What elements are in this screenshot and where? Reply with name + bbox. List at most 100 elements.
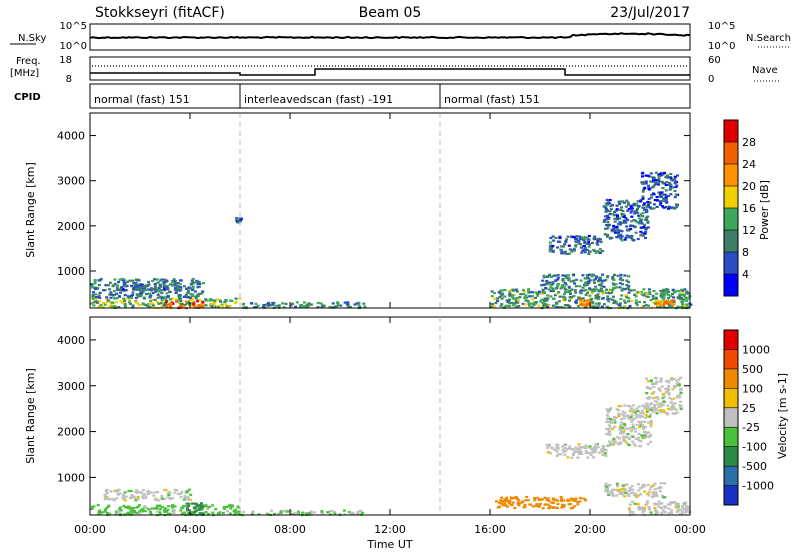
data-cell xyxy=(614,231,618,234)
data-cell xyxy=(588,294,592,297)
data-cell xyxy=(505,499,509,502)
data-cell xyxy=(134,499,138,502)
data-cell xyxy=(572,452,576,455)
data-cell xyxy=(232,510,236,513)
data-cell xyxy=(534,302,538,305)
data-cell xyxy=(154,507,158,510)
data-cell xyxy=(622,487,626,490)
data-cell xyxy=(671,412,675,415)
data-cell xyxy=(567,279,571,282)
data-cell xyxy=(620,289,624,292)
data-cell xyxy=(141,497,145,500)
data-cell xyxy=(187,497,190,500)
data-cell xyxy=(143,505,147,509)
data-cell xyxy=(591,305,595,308)
data-cell xyxy=(190,279,194,282)
data-cell xyxy=(309,510,313,513)
data-cell xyxy=(155,278,159,281)
data-cell xyxy=(108,281,112,284)
data-cell xyxy=(202,504,205,507)
data-cell xyxy=(658,306,662,309)
data-cell xyxy=(634,302,638,305)
nave-tick-bottom: 0 xyxy=(708,74,714,85)
data-cell xyxy=(531,291,535,294)
data-cell xyxy=(145,304,149,307)
data-cell xyxy=(652,385,656,389)
y-tick-label: 1000 xyxy=(57,265,85,278)
data-cell xyxy=(343,513,347,516)
data-cell xyxy=(634,411,638,414)
data-cell xyxy=(180,506,184,509)
data-cell xyxy=(662,302,666,305)
data-cell xyxy=(343,301,347,304)
data-cell xyxy=(141,509,145,512)
data-cell xyxy=(606,418,609,421)
data-cell xyxy=(635,407,639,410)
data-cell xyxy=(153,491,157,494)
data-cell xyxy=(152,507,156,510)
data-cell xyxy=(642,188,645,191)
data-cell xyxy=(663,505,667,508)
data-cell xyxy=(572,448,576,451)
data-cell xyxy=(158,510,162,514)
data-cell xyxy=(671,293,674,296)
freq-panel: Freq. [MHz] 18 8 60 0 Nave xyxy=(10,55,780,85)
data-cell xyxy=(621,484,625,487)
data-cell xyxy=(141,284,145,287)
data-cell xyxy=(545,443,549,447)
data-cell xyxy=(171,497,175,500)
data-cell xyxy=(597,290,601,293)
data-cell xyxy=(654,171,658,174)
data-cell xyxy=(164,489,168,492)
data-cell xyxy=(632,442,636,445)
data-cell xyxy=(508,298,511,301)
data-cell xyxy=(503,498,507,501)
data-cell xyxy=(559,499,563,502)
data-cell xyxy=(607,292,611,295)
data-cell xyxy=(646,200,650,204)
data-cell xyxy=(584,284,588,287)
data-cell xyxy=(613,299,617,302)
data-cell xyxy=(586,456,590,459)
data-cell xyxy=(650,193,654,196)
data-cell xyxy=(642,435,646,438)
data-cell xyxy=(192,304,196,307)
data-cell xyxy=(179,492,183,495)
data-cell xyxy=(129,294,133,297)
data-cell xyxy=(661,392,665,395)
data-cell xyxy=(594,294,598,297)
data-cell xyxy=(655,412,659,415)
data-cell xyxy=(537,505,541,508)
data-cell xyxy=(510,301,514,304)
data-cell xyxy=(346,301,350,304)
data-cell xyxy=(655,205,659,208)
data-cell xyxy=(622,417,626,420)
data-cell xyxy=(93,280,97,283)
data-cell xyxy=(640,293,644,296)
data-cell xyxy=(518,296,522,299)
data-cell xyxy=(218,299,222,302)
data-cell xyxy=(250,512,254,515)
data-cell xyxy=(639,487,643,490)
data-cell xyxy=(587,234,591,238)
data-cell xyxy=(632,289,636,292)
data-cell xyxy=(199,504,203,507)
data-cell xyxy=(605,420,609,423)
data-cell xyxy=(651,410,655,413)
data-cell xyxy=(656,511,659,514)
data-cell xyxy=(617,303,621,307)
data-cell xyxy=(514,300,518,304)
data-cell xyxy=(201,301,205,304)
data-cell xyxy=(156,293,160,296)
data-cell xyxy=(562,499,566,502)
data-cell xyxy=(611,440,615,443)
data-cell xyxy=(277,304,281,307)
data-cell xyxy=(645,386,649,389)
data-cell xyxy=(174,298,178,301)
data-cell xyxy=(564,240,568,243)
data-cell xyxy=(97,305,101,308)
data-cell xyxy=(92,505,96,508)
colorbar-tick-label: 100 xyxy=(742,382,763,395)
data-cell xyxy=(611,494,615,497)
data-cell xyxy=(633,225,637,229)
